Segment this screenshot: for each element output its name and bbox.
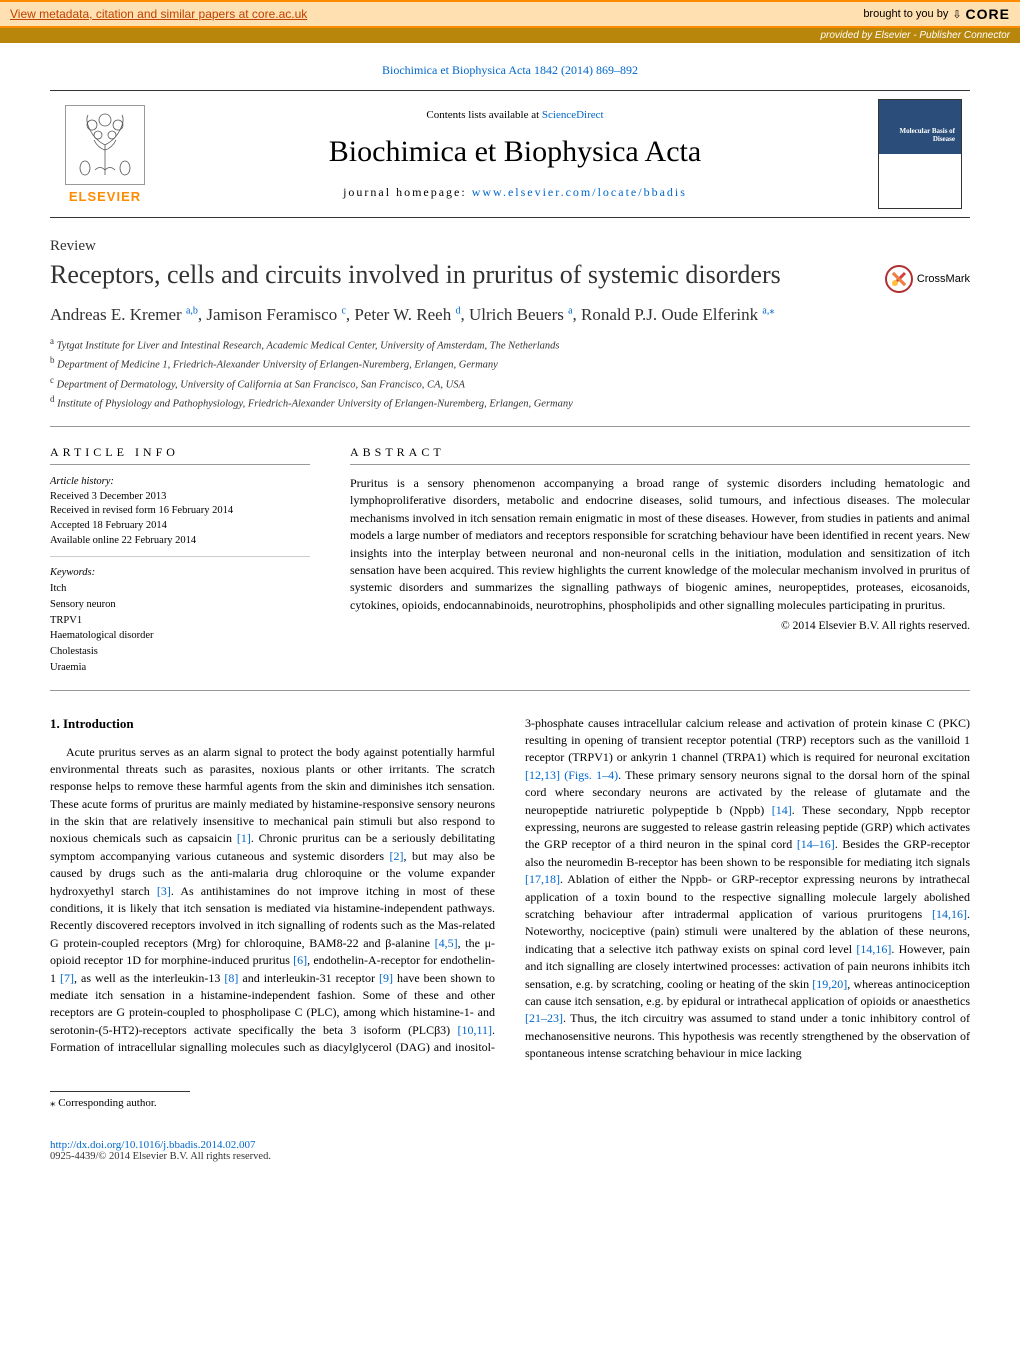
history-received: Received 3 December 2013 xyxy=(50,490,310,505)
intro-paragraph: Acute pruritus serves as an alarm signal… xyxy=(50,715,970,1063)
ref-9[interactable]: [9] xyxy=(379,971,393,985)
core-banner: View metadata, citation and similar pape… xyxy=(0,0,1020,28)
doi-link[interactable]: http://dx.doi.org/10.1016/j.bbadis.2014.… xyxy=(50,1139,255,1151)
elsevier-tree-icon xyxy=(65,105,145,185)
elsevier-logo[interactable]: ELSEVIER xyxy=(50,91,160,217)
cover-label: Molecular Basis of Disease xyxy=(879,128,955,143)
cover-box: Molecular Basis of Disease xyxy=(878,99,962,209)
elsevier-text: ELSEVIER xyxy=(69,189,141,204)
page-footer: ⁎ Corresponding author. http://dx.doi.or… xyxy=(50,1083,970,1162)
ref-10-11[interactable]: [10,11] xyxy=(457,1023,492,1037)
masthead: ELSEVIER Contents lists available at Sci… xyxy=(50,90,970,218)
masthead-center: Contents lists available at ScienceDirec… xyxy=(160,91,870,217)
corresponding-mark[interactable]: ⁎ xyxy=(769,305,774,316)
keyword-5: Cholestasis xyxy=(50,644,310,660)
ref-4-5[interactable]: [4,5] xyxy=(435,936,458,950)
article-info-column: ARTICLE INFO Article history: Received 3… xyxy=(50,445,310,676)
affiliation-a: Tytgat Institute for Liver and Intestina… xyxy=(57,341,560,352)
ref-14-16[interactable]: [14–16] xyxy=(797,837,835,851)
core-prefix: brought to you by xyxy=(863,8,948,20)
ref-14-16b[interactable]: [14,16] xyxy=(932,907,967,921)
author-list: Andreas E. Kremer a,b, Jamison Feramisco… xyxy=(50,305,970,325)
homepage-prefix: journal homepage: xyxy=(343,185,472,199)
core-metadata-link[interactable]: View metadata, citation and similar pape… xyxy=(10,7,307,21)
ref-12-13[interactable]: [12,13] xyxy=(525,768,560,782)
introduction-heading: 1. Introduction xyxy=(50,715,495,734)
provider-banner: provided by Elsevier - Publisher Connect… xyxy=(0,28,1020,43)
keyword-4: Haematological disorder xyxy=(50,628,310,644)
affiliation-c: Department of Dermatology, University of… xyxy=(57,379,465,390)
author-1: Andreas E. Kremer xyxy=(50,305,186,324)
keyword-2: Sensory neuron xyxy=(50,597,310,613)
abstract-column: ABSTRACT Pruritus is a sensory phenomeno… xyxy=(350,445,970,676)
crossmark-icon xyxy=(885,265,913,293)
article-body: 1. Introduction Acute pruritus serves as… xyxy=(50,715,970,1063)
affiliations: a Tytgat Institute for Liver and Intesti… xyxy=(50,335,970,427)
keyword-1: Itch xyxy=(50,581,310,597)
contents-prefix: Contents lists available at xyxy=(426,109,541,121)
ref-7[interactable]: [7] xyxy=(60,971,74,985)
ref-21-23[interactable]: [21–23] xyxy=(525,1011,563,1025)
ref-6[interactable]: [6] xyxy=(293,953,307,967)
abstract-copyright: © 2014 Elsevier B.V. All rights reserved… xyxy=(350,620,970,632)
crossmark-label: CrossMark xyxy=(917,273,970,285)
history-accepted: Accepted 18 February 2014 xyxy=(50,519,310,534)
ref-2[interactable]: [2] xyxy=(390,849,404,863)
ref-1[interactable]: [1] xyxy=(237,831,251,845)
homepage-line: journal homepage: www.elsevier.com/locat… xyxy=(343,185,687,200)
contents-available-line: Contents lists available at ScienceDirec… xyxy=(426,109,603,121)
history-revised: Received in revised form 16 February 201… xyxy=(50,504,310,519)
affiliation-d: Institute of Physiology and Pathophysiol… xyxy=(57,398,573,409)
ref-17-18[interactable]: [17,18] xyxy=(525,872,560,886)
abstract-text: Pruritus is a sensory phenomenon accompa… xyxy=(350,475,970,614)
footer-copyright: 0925-4439/© 2014 Elsevier B.V. All right… xyxy=(50,1151,970,1162)
affiliation-b: Department of Medicine 1, Friedrich-Alex… xyxy=(57,360,498,371)
article-title: Receptors, cells and circuits involved i… xyxy=(50,259,865,290)
article-type-label: Review xyxy=(50,238,970,255)
corresponding-author-note: ⁎ Corresponding author. xyxy=(50,1091,190,1109)
keywords-label: Keywords: xyxy=(50,565,310,581)
author-5: Ronald P.J. Oude Elferink xyxy=(581,305,762,324)
ref-8[interactable]: [8] xyxy=(224,971,238,985)
author-1-aff: a,b xyxy=(186,305,198,316)
ref-19-20[interactable]: [19,20] xyxy=(812,977,847,991)
cover-thumbnail[interactable]: Molecular Basis of Disease xyxy=(870,91,970,217)
ref-14[interactable]: [14] xyxy=(772,803,792,817)
keyword-3: TRPV1 xyxy=(50,613,310,629)
keywords-block: Keywords: Itch Sensory neuron TRPV1 Haem… xyxy=(50,565,310,675)
ref-3[interactable]: [3] xyxy=(157,884,171,898)
core-attribution: brought to you by ⇩ CORE xyxy=(863,6,1010,22)
author-3: Peter W. Reeh xyxy=(354,305,455,324)
author-2: Jamison Feramisco xyxy=(206,305,341,324)
core-download-icon: ⇩ xyxy=(952,8,961,21)
core-logo: CORE xyxy=(966,6,1010,22)
ref-14-16c[interactable]: [14,16] xyxy=(856,942,891,956)
journal-name: Biochimica et Biophysica Acta xyxy=(329,135,701,169)
sciencedirect-link[interactable]: ScienceDirect xyxy=(542,109,604,121)
history-online: Available online 22 February 2014 xyxy=(50,534,310,549)
keyword-6: Uraemia xyxy=(50,660,310,676)
journal-citation[interactable]: Biochimica et Biophysica Acta 1842 (2014… xyxy=(50,63,970,78)
figs-1-4[interactable]: (Figs. 1–4) xyxy=(560,768,618,782)
history-label: Article history: xyxy=(50,475,310,490)
homepage-link[interactable]: www.elsevier.com/locate/bbadis xyxy=(472,185,687,199)
article-info-heading: ARTICLE INFO xyxy=(50,445,310,465)
crossmark-badge[interactable]: CrossMark xyxy=(885,265,970,293)
abstract-heading: ABSTRACT xyxy=(350,445,970,465)
article-history: Article history: Received 3 December 201… xyxy=(50,475,310,557)
author-4: Ulrich Beuers xyxy=(469,305,568,324)
